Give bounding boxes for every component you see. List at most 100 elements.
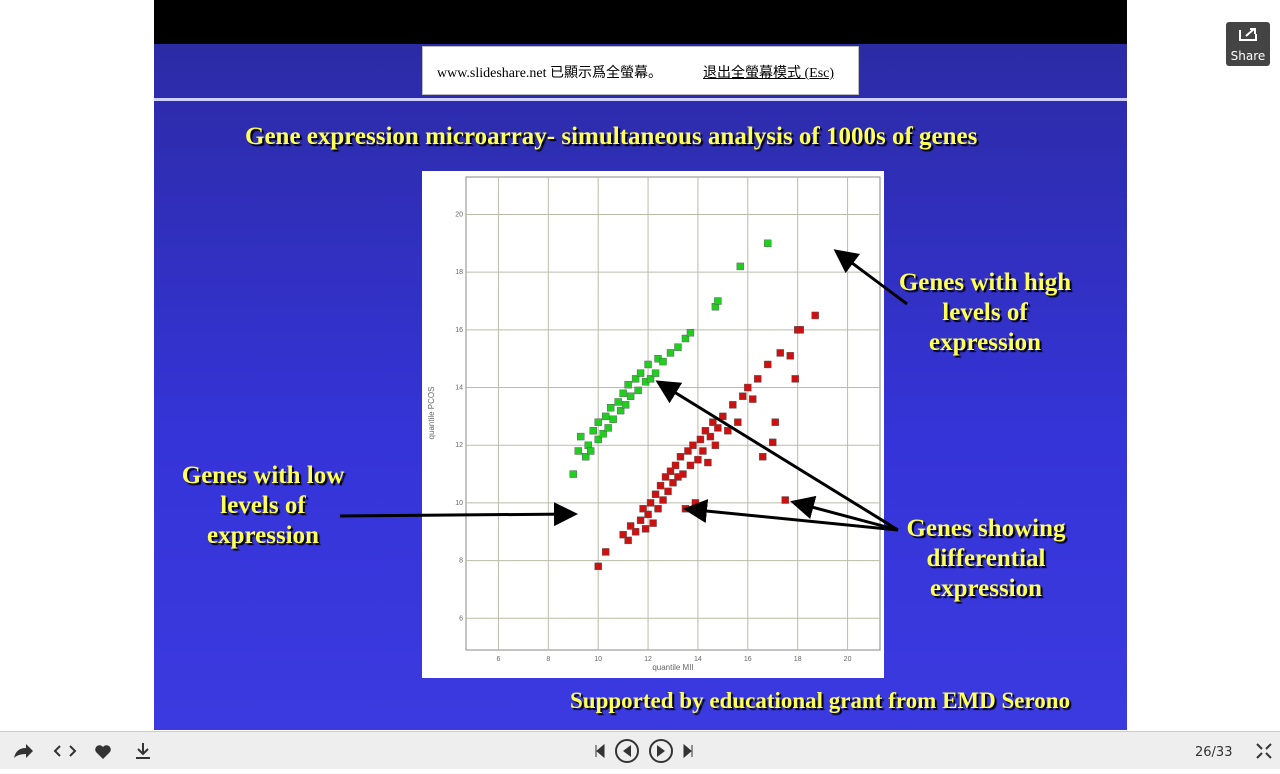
point xyxy=(644,510,652,519)
toolbar: 26/33 xyxy=(0,731,1280,769)
slide-heading: Gene expression microarray- simultaneous… xyxy=(245,123,978,150)
point xyxy=(686,329,695,337)
point xyxy=(744,383,752,392)
point xyxy=(796,326,804,334)
y-tick-label: 16 xyxy=(455,327,463,334)
point xyxy=(636,516,645,524)
point xyxy=(586,447,595,455)
x-tick-label: 12 xyxy=(644,656,652,663)
x-tick-label: 10 xyxy=(594,656,602,663)
point xyxy=(636,369,645,377)
share-label: Share xyxy=(1230,49,1266,63)
point xyxy=(614,398,622,406)
point xyxy=(714,297,722,305)
x-tick-label: 14 xyxy=(694,656,702,663)
point xyxy=(696,435,705,444)
point xyxy=(631,375,640,383)
y-tick-label: 14 xyxy=(455,385,463,392)
page-counter: 26/33 xyxy=(1195,745,1233,760)
point xyxy=(654,504,662,513)
point xyxy=(606,404,615,412)
point xyxy=(786,352,794,360)
slide-footer: Supported by educational grant from EMD … xyxy=(570,688,1071,713)
share-tool[interactable] xyxy=(14,744,33,758)
x-tick-label: 16 xyxy=(744,656,752,663)
like-tool[interactable] xyxy=(95,745,111,759)
point xyxy=(754,375,762,383)
x-tick-label: 18 xyxy=(794,656,802,663)
point xyxy=(639,504,647,513)
embed-tool[interactable] xyxy=(53,745,77,757)
point xyxy=(666,349,675,357)
point xyxy=(619,389,627,398)
point xyxy=(616,406,625,415)
point xyxy=(676,453,685,461)
point xyxy=(706,432,715,441)
point xyxy=(681,334,690,343)
point xyxy=(724,427,732,435)
point xyxy=(626,522,635,530)
point xyxy=(594,562,602,571)
point xyxy=(699,447,707,455)
y-tick-label: 8 xyxy=(459,558,463,565)
point xyxy=(582,453,590,461)
download-tool[interactable] xyxy=(136,743,150,759)
point xyxy=(651,490,660,498)
point xyxy=(594,418,602,426)
point xyxy=(574,447,582,455)
x-axis-label: quantile MII xyxy=(652,663,693,672)
point xyxy=(644,360,652,369)
point xyxy=(749,395,757,403)
exit-fullscreen-tool[interactable] xyxy=(1256,743,1272,759)
y-tick-label: 20 xyxy=(455,211,463,218)
y-axis-label: quantile PCOS xyxy=(427,387,436,440)
point xyxy=(781,496,789,504)
last-slide[interactable] xyxy=(683,743,693,759)
point xyxy=(601,412,610,421)
point xyxy=(634,386,642,395)
annotation: Genes showing differential expression xyxy=(906,515,1066,602)
point xyxy=(624,380,632,389)
point xyxy=(771,418,779,426)
point xyxy=(651,369,660,377)
point xyxy=(631,528,640,536)
point xyxy=(659,496,667,504)
exit-fullscreen-link[interactable]: 退出全螢幕模式 (Esc) xyxy=(703,66,835,81)
share-button[interactable]: Share xyxy=(1226,22,1270,66)
point xyxy=(649,519,657,527)
point xyxy=(569,470,577,478)
slide-top-band xyxy=(154,0,1127,44)
point xyxy=(641,525,650,533)
point xyxy=(729,401,737,409)
y-tick-label: 6 xyxy=(459,615,463,622)
point xyxy=(791,375,799,383)
point xyxy=(811,311,819,320)
point xyxy=(646,499,655,507)
point xyxy=(674,343,682,351)
point xyxy=(711,441,720,449)
point xyxy=(599,429,607,438)
point xyxy=(589,427,597,435)
notification-text: www.slideshare.net 已顯示爲全螢幕。 xyxy=(437,66,663,81)
y-tick-label: 10 xyxy=(455,500,463,507)
first-slide[interactable] xyxy=(595,743,605,759)
point xyxy=(776,349,784,357)
point xyxy=(609,415,617,423)
chart: quantile MII quantile PCOS 6 8 10 12 14 16 18 2… xyxy=(422,171,884,678)
share-icon xyxy=(1239,28,1257,41)
point xyxy=(646,375,655,383)
x-tick-label: 6 xyxy=(496,656,500,663)
point xyxy=(604,424,612,432)
point xyxy=(764,239,772,248)
point xyxy=(764,360,772,369)
fullscreen-notification: www.slideshare.net 已顯示爲全螢幕。 退出全螢幕模式 (Esc… xyxy=(422,46,859,95)
point xyxy=(626,392,635,400)
title-rule xyxy=(154,98,1127,101)
point xyxy=(659,357,667,366)
point xyxy=(619,530,627,539)
point xyxy=(681,504,690,513)
point xyxy=(736,262,745,271)
chart-background xyxy=(422,171,884,678)
next-slide[interactable] xyxy=(649,739,673,763)
prev-slide[interactable] xyxy=(615,739,639,763)
